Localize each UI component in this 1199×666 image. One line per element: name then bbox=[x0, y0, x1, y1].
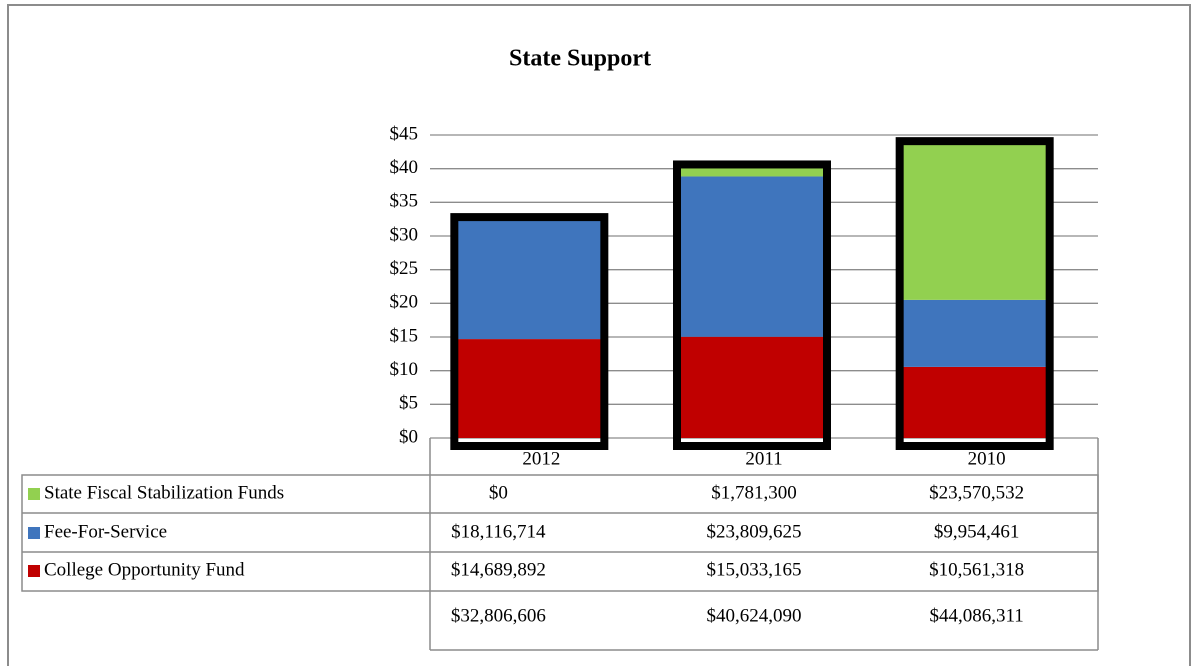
table-cell: $23,570,532 bbox=[929, 482, 1024, 503]
y-tick-label: $35 bbox=[390, 191, 419, 212]
legend-swatch bbox=[28, 488, 40, 500]
table-cell: $1,781,300 bbox=[711, 482, 797, 503]
bar-segment bbox=[677, 336, 827, 438]
bar-segment bbox=[677, 176, 827, 337]
x-tick-label: 2011 bbox=[745, 448, 782, 469]
x-tick-label: 2010 bbox=[968, 448, 1006, 469]
chart-border bbox=[7, 4, 1191, 666]
table-cell: $23,809,625 bbox=[707, 521, 802, 542]
bar-outline bbox=[673, 160, 831, 451]
table-cell: $9,954,461 bbox=[934, 521, 1020, 542]
y-tick-label: $0 bbox=[399, 426, 418, 447]
legend-swatch bbox=[28, 527, 40, 539]
legend-label: College Opportunity Fund bbox=[44, 559, 245, 580]
y-tick-label: $10 bbox=[390, 359, 419, 380]
legend-label: State Fiscal Stabilization Funds bbox=[44, 482, 284, 503]
table-total: $40,624,090 bbox=[707, 605, 802, 626]
y-tick-label: $30 bbox=[390, 224, 419, 245]
table-cell: $14,689,892 bbox=[451, 559, 546, 580]
y-tick-label: $40 bbox=[390, 157, 419, 178]
bar-outline bbox=[450, 213, 609, 450]
bar-segment bbox=[899, 366, 1050, 438]
table-total: $44,086,311 bbox=[930, 605, 1024, 626]
chart-title: State Support bbox=[509, 46, 651, 72]
bar-outline bbox=[895, 137, 1054, 451]
table-cell: $15,033,165 bbox=[707, 559, 802, 580]
legend-swatch bbox=[28, 565, 40, 577]
bar-segment bbox=[454, 217, 605, 340]
bar-segment bbox=[899, 299, 1050, 367]
data-table-lines bbox=[21, 438, 1099, 651]
y-tick-label: $15 bbox=[390, 325, 419, 346]
table-cell: $0 bbox=[489, 482, 508, 503]
x-tick-label: 2012 bbox=[522, 448, 560, 469]
table-cell: $18,116,714 bbox=[451, 521, 546, 542]
table-cell: $10,561,318 bbox=[929, 559, 1024, 580]
y-tick-label: $25 bbox=[390, 258, 419, 279]
table-total: $32,806,606 bbox=[451, 605, 546, 626]
y-tick-label: $5 bbox=[399, 393, 418, 414]
bar-segment bbox=[677, 164, 827, 177]
bar-segment bbox=[454, 339, 605, 438]
y-tick-label: $20 bbox=[390, 292, 419, 313]
legend-label: Fee-For-Service bbox=[44, 521, 167, 542]
y-tick-label: $45 bbox=[390, 123, 419, 144]
bar-segment bbox=[899, 141, 1050, 300]
